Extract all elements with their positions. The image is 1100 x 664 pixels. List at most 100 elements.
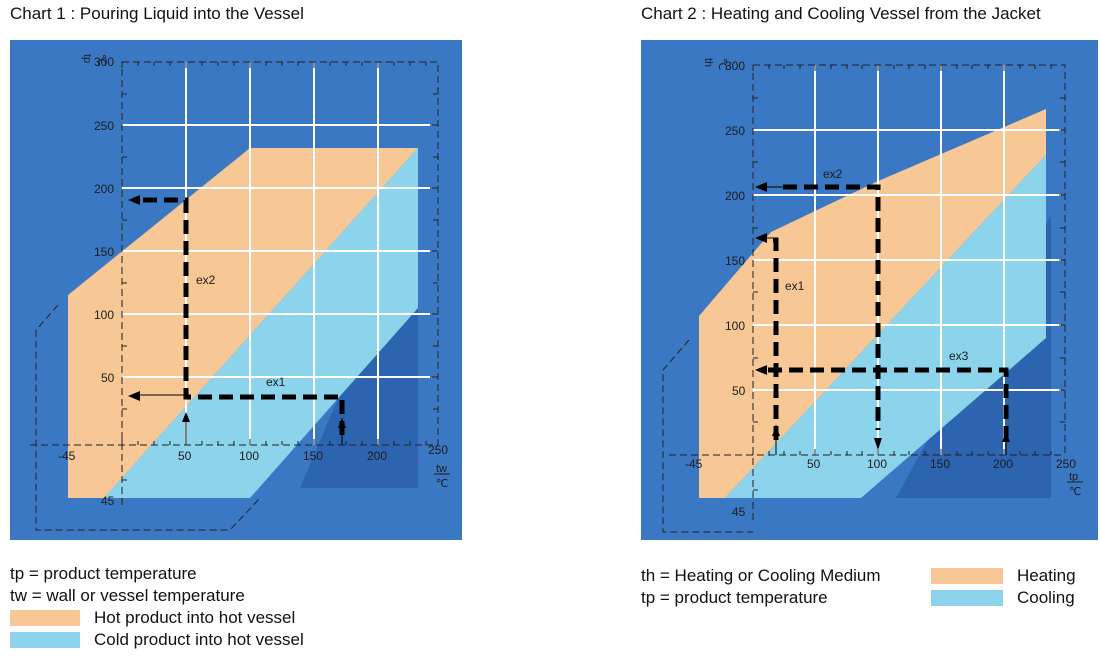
chart1-legend-tp-text: tp = product temperature [10,564,197,583]
chart1-ytick: 200 [94,182,114,196]
chart1-grid [122,62,430,445]
chart1-xtick: 150 [303,449,323,463]
chart2-title: Chart 2 : Heating and Cooling Vessel fro… [641,4,1041,23]
chart1-ex-path [136,197,345,435]
chart1-xlabel-tw: tw [436,463,447,475]
chart2-ylabel-unit: ℃ [716,58,728,70]
chart1-ytick: 250 [94,119,114,133]
chart1-cold-region [104,148,418,498]
chart1-legend-tw: tw = wall or vessel temperature [10,585,304,607]
chart1-legend-tp: tp = product temperature [10,563,304,585]
cooling-swatch [931,590,1003,606]
chart2-example-labels: ex1 ex2 ex3 [785,167,969,363]
chart2-arrowhead [755,233,767,243]
chart2-ex2-label: ex2 [823,167,843,181]
chart1-xtick: -45 [58,449,76,463]
chart1-ex2-label: ex2 [196,273,216,287]
chart2-xtick: 150 [930,457,950,471]
chart1-legend-tw-text: tw = wall or vessel temperature [10,586,245,605]
chart1-xlabel-unit: ℃ [436,478,448,490]
chart2-legend-text: th = Heating or Cooling Medium tp = prod… [641,565,881,609]
chart1-ticks [121,62,438,481]
chart2-legend-th: th = Heating or Cooling Medium [641,565,881,587]
chart2-legend-heating-text: Heating [1017,566,1076,585]
chart2-arrowheads [755,182,1010,450]
chart2-arrowhead [755,365,767,375]
chart2-xtick: 200 [993,457,1013,471]
chart2-legend-tp-text: tp = product temperature [641,588,828,607]
chart2-ytick: 50 [732,384,746,398]
chart2-arrowhead [874,438,882,450]
chart1-ytick: 150 [94,245,114,259]
chart2-arrowhead [1002,432,1010,442]
chart1-legend: tp = product temperature tw = wall or ve… [10,563,304,651]
chart2-ex1-path [765,237,779,440]
chart2-legend-cooling-text: Cooling [1017,588,1075,607]
chart2-legend-cooling: Cooling [931,587,1076,609]
chart2-ytick: 150 [725,254,745,268]
chart1-y-ticks: 300 250 200 150 100 50 45 [94,55,115,508]
chart2-ytick: 45 [732,505,746,519]
hot-swatch [10,610,80,626]
chart2-legend-th-text: th = Heating or Cooling Medium [641,566,881,585]
heating-swatch [931,568,1003,584]
chart1-xtick: 200 [367,449,387,463]
chart2-x-ticks: -45 50 100 150 200 250 [685,457,1076,471]
chart2-ex3-label: ex3 [949,349,969,363]
chart2-cooling-region [725,155,1046,498]
chart1-ex1-label: ex1 [266,375,286,389]
chart2-xtick: 50 [807,457,821,471]
chart1-arrowhead [128,195,140,205]
chart2-svg: 300 250 200 150 100 50 45 -45 50 100 150… [641,40,1098,540]
chart2-ytick: 300 [725,59,745,73]
chart2-heating-region [699,109,1046,498]
chart2-panel: 300 250 200 150 100 50 45 -45 50 100 150… [641,40,1098,540]
chart1-arrowhead [182,412,190,422]
chart2-ytick: 250 [725,124,745,138]
chart2-ytick: 100 [725,319,745,333]
chart1-arrowhead [338,418,346,428]
chart1-ytick: 300 [94,55,114,69]
chart2-legend-tp: tp = product temperature [641,587,881,609]
chart1-example-labels: ex1 ex2 [196,273,286,389]
chart2-xlabel-unit: ℃ [1069,486,1081,498]
chart1-xtick: 50 [178,449,192,463]
chart1-ytick: 50 [101,371,115,385]
chart2-legend-heating: Heating [931,565,1076,587]
chart1-legend-cold: Cold product into hot vessel [10,629,304,651]
chart1-axis-labels: tp ℃ tw ℃ [81,54,450,490]
chart1-legend-cold-text: Cold product into hot vessel [94,630,304,649]
chart2-ticks [752,65,1065,491]
chart1-arrowhead [128,391,140,401]
chart2-legend-keys: Heating Cooling [931,565,1076,609]
chart1-svg: 300 250 200 150 100 50 45 -45 50 100 150… [10,40,462,540]
chart2-ex3-path [765,367,1009,440]
chart1-example-paths [136,197,345,435]
cold-swatch [10,632,80,648]
chart1-arrowheads [128,195,346,428]
chart2-ex2-path [783,184,881,430]
chart1-ylabel-unit: ℃ [95,54,107,66]
chart1-legend-hot: Hot product into hot vessel [10,607,304,629]
chart2-xtick: -45 [685,457,703,471]
chart1-ytick: 100 [94,308,114,322]
chart1-title: Chart 1 : Pouring Liquid into the Vessel [10,4,304,23]
chart2-ex1-label: ex1 [785,279,805,293]
chart2-xlabel-tp: tp [1069,471,1078,483]
chart2-xtick: 250 [1056,457,1076,471]
chart1-panel: 300 250 200 150 100 50 45 -45 50 100 150… [10,40,462,540]
chart2-example-paths [765,184,1009,440]
chart2-arrowhead [755,182,767,192]
chart2-arrowhead [772,426,780,436]
chart1-x-ticks: -45 50 100 150 200 250 [58,443,448,463]
chart2-y-ticks: 300 250 200 150 100 50 45 [725,59,746,519]
chart2-axis-labels: th ℃ tp ℃ [702,58,1083,498]
chart1-hot-region [68,148,418,498]
chart1-ylabel-tp: tp [81,54,93,63]
chart1-ytick: 45 [101,494,115,508]
chart2-ylabel-th: th [702,58,714,67]
chart1-legend-hot-text: Hot product into hot vessel [94,608,296,627]
chart2-xtick: 100 [867,457,887,471]
chart1-xtick: 100 [239,449,259,463]
chart1-xtick: 250 [428,443,448,457]
